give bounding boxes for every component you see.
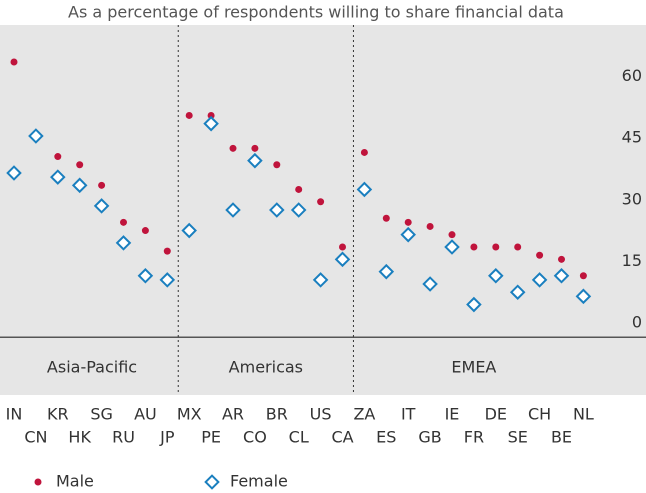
x-tick-label: NL [573, 405, 594, 424]
male-dot [448, 231, 456, 239]
group-label: EMEA [451, 358, 496, 377]
female-diamond [531, 272, 548, 288]
male-dot [514, 243, 522, 251]
female-diamond [203, 115, 219, 132]
x-tick-label: HK [68, 428, 91, 447]
x-tick-label: AR [222, 405, 244, 424]
female-diamond [356, 181, 373, 198]
female-diamond [466, 296, 482, 313]
x-tick-label: CA [331, 428, 353, 447]
chart-title: As a percentage of respondents willing t… [68, 3, 564, 22]
female-diamond [115, 235, 132, 251]
x-tick-label: JP [159, 428, 175, 447]
x-tick-label: CO [243, 428, 267, 447]
legend-marker [204, 474, 220, 490]
male-dot [558, 255, 565, 263]
male-dot [207, 111, 215, 119]
x-tick-label: GB [418, 428, 441, 447]
x-tick-label: BE [551, 428, 572, 447]
male-dot [295, 185, 303, 193]
x-tick-label: AU [134, 405, 157, 424]
female-diamond [137, 267, 154, 284]
male-dot [76, 161, 84, 169]
female-diamond [71, 177, 88, 194]
x-tick-label: DE [485, 405, 507, 424]
x-tick-label: US [310, 405, 332, 424]
y-tick-label: 15 [622, 251, 642, 270]
x-tick-label: FR [464, 428, 484, 447]
legend-label: Female [230, 472, 288, 491]
male-dot [10, 58, 18, 66]
male-dot [404, 218, 412, 226]
male-dot [382, 214, 390, 222]
x-tick-label: CN [24, 428, 47, 447]
female-diamond [225, 202, 241, 218]
male-dot [251, 144, 259, 152]
y-tick-label: 30 [622, 189, 642, 208]
female-diamond [247, 152, 263, 169]
female-diamond [269, 202, 285, 218]
male-dot [360, 148, 368, 156]
male-dot [317, 198, 325, 206]
x-tick-label: ZA [353, 405, 375, 424]
female-diamond [488, 267, 504, 284]
female-diamond [181, 222, 197, 239]
y-tick-label: 0 [632, 313, 642, 332]
female-diamond [50, 169, 66, 185]
female-diamond [553, 267, 570, 284]
female-diamond [93, 198, 110, 214]
female-diamond [378, 263, 395, 280]
male-dot [492, 243, 500, 251]
female-diamond [444, 239, 460, 255]
male-dot [426, 222, 434, 230]
male-dot [163, 247, 171, 255]
x-tick-label: IN [6, 405, 23, 424]
plot-area [0, 25, 646, 395]
male-dot [229, 144, 237, 152]
x-tick-label: SG [90, 405, 113, 424]
male-dot [185, 111, 193, 119]
female-diamond [575, 288, 592, 305]
female-diamond [6, 165, 22, 181]
female-diamond [334, 251, 351, 268]
male-dot [339, 243, 346, 251]
male-dot [98, 181, 106, 189]
group-label: Americas [229, 358, 303, 377]
male-dot [470, 243, 478, 251]
female-diamond [159, 272, 176, 288]
x-tick-label: ES [376, 428, 396, 447]
x-tick-label: IT [401, 405, 416, 424]
legend-label: Male [56, 472, 94, 491]
female-diamond [509, 284, 526, 301]
female-diamond [28, 128, 44, 144]
male-dot [273, 161, 281, 169]
x-tick-label: CL [289, 428, 309, 447]
female-diamond [422, 276, 438, 292]
male-dot [141, 227, 149, 235]
male-dot [579, 272, 587, 280]
x-tick-label: IE [445, 405, 460, 424]
x-tick-label: MX [177, 405, 202, 424]
x-tick-label: SE [508, 428, 528, 447]
male-dot [536, 251, 544, 259]
y-tick-label: 45 [622, 128, 642, 147]
x-tick-label: KR [47, 405, 69, 424]
male-dot [54, 153, 62, 161]
group-label: Asia-Pacific [47, 358, 137, 377]
male-dot [120, 218, 127, 226]
x-tick-label: CH [528, 405, 551, 424]
female-diamond [400, 226, 416, 243]
x-tick-label: PE [201, 428, 221, 447]
x-tick-label: RU [112, 428, 135, 447]
female-diamond [312, 272, 329, 288]
legend-marker [34, 478, 42, 486]
female-diamond [290, 202, 307, 218]
x-tick-label: BR [266, 405, 288, 424]
y-tick-label: 60 [622, 66, 642, 85]
